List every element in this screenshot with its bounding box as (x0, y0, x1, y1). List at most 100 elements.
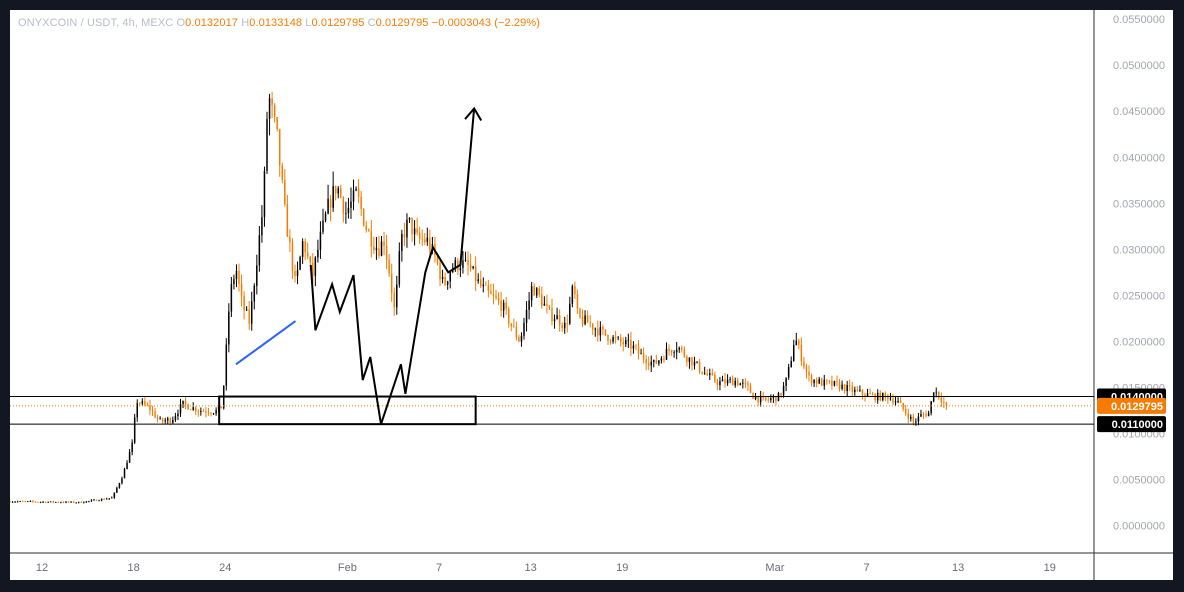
candle (940, 392, 943, 407)
high-key: H (241, 17, 250, 29)
candle (711, 368, 714, 376)
candle (462, 251, 464, 274)
candle (548, 305, 551, 310)
candle (553, 314, 556, 329)
candle (675, 341, 678, 360)
candle (263, 166, 266, 227)
candle (663, 355, 665, 363)
candle (848, 379, 851, 391)
candle (579, 307, 581, 319)
candle (398, 242, 401, 288)
candle (355, 186, 357, 192)
candle (93, 498, 95, 501)
price-tick-label: 0.0550000 (1113, 14, 1165, 26)
chart-panel[interactable]: 0.0550000 0.0500000 0.0450000 0.0400000 0.03… (10, 10, 1173, 580)
candle (266, 111, 268, 174)
candle (731, 375, 734, 386)
price-chart[interactable]: 0.0550000 0.0500000 0.0450000 0.0400000 0.03… (10, 10, 1173, 580)
candle (240, 274, 243, 307)
support-zone-box[interactable] (218, 395, 477, 426)
candle (334, 185, 337, 201)
candle (362, 208, 365, 227)
candle (111, 496, 113, 499)
candle (195, 406, 197, 415)
projection-path[interactable] (309, 108, 476, 425)
candle (856, 386, 859, 392)
price-tick-label: 0.0450000 (1113, 106, 1165, 118)
candle (368, 228, 370, 232)
candle (128, 449, 131, 463)
candle (133, 413, 136, 445)
blue-trendline[interactable] (235, 320, 297, 366)
candle (866, 388, 869, 398)
candle (207, 407, 210, 416)
candle (787, 363, 790, 380)
candle (495, 289, 497, 301)
candle (406, 213, 408, 248)
candle (388, 253, 390, 277)
candle (507, 306, 510, 328)
candle (645, 355, 647, 371)
candle (151, 405, 154, 417)
time-tick-label: 19 (616, 562, 628, 574)
candle (273, 103, 276, 123)
candle (688, 357, 691, 369)
candle (75, 502, 77, 504)
candle (16, 500, 19, 503)
candle (131, 439, 133, 456)
candle (805, 363, 808, 379)
candle (385, 234, 388, 270)
candle (607, 334, 609, 345)
candle (790, 356, 792, 368)
candle (55, 501, 57, 503)
candle (268, 93, 271, 136)
candle (215, 407, 217, 416)
candles-layer (10, 91, 948, 504)
candle (444, 272, 446, 287)
candle (401, 229, 403, 262)
candle (294, 264, 296, 283)
candle (149, 399, 151, 416)
candle (833, 380, 836, 387)
candle (80, 501, 82, 503)
candle (899, 396, 902, 404)
candle (105, 497, 108, 500)
candle (281, 162, 284, 184)
change-value: −0.0003043 (−2.29%) (431, 17, 541, 29)
candle (737, 377, 739, 387)
candle (535, 287, 538, 298)
candle (742, 379, 744, 389)
candle (907, 408, 909, 424)
candle (144, 397, 146, 407)
candle (795, 332, 798, 346)
candle (418, 226, 421, 244)
candle (640, 348, 642, 355)
candle (647, 356, 650, 371)
candle (709, 368, 711, 380)
candle (19, 500, 21, 502)
candle (329, 194, 332, 222)
candle (681, 345, 683, 353)
candle (322, 208, 324, 235)
time-tick-label: 13 (525, 562, 537, 574)
candle (403, 222, 406, 246)
last-price-tag (1097, 397, 1166, 414)
candle (668, 344, 670, 356)
candle (609, 338, 612, 345)
candle (164, 417, 166, 424)
candle (95, 499, 98, 501)
candle (770, 394, 772, 403)
candle (541, 286, 543, 309)
candle (803, 356, 805, 370)
candle (60, 501, 62, 504)
candle (871, 391, 874, 396)
time-scale: 12 18 24 Feb 7 13 19 Mar 7 13 19 (36, 562, 1056, 574)
candle (660, 356, 663, 364)
candle (902, 402, 904, 412)
candle (474, 256, 477, 291)
candle (464, 251, 467, 262)
candle (256, 254, 258, 295)
candle (930, 400, 932, 416)
candle (658, 360, 660, 366)
candle (258, 226, 261, 272)
